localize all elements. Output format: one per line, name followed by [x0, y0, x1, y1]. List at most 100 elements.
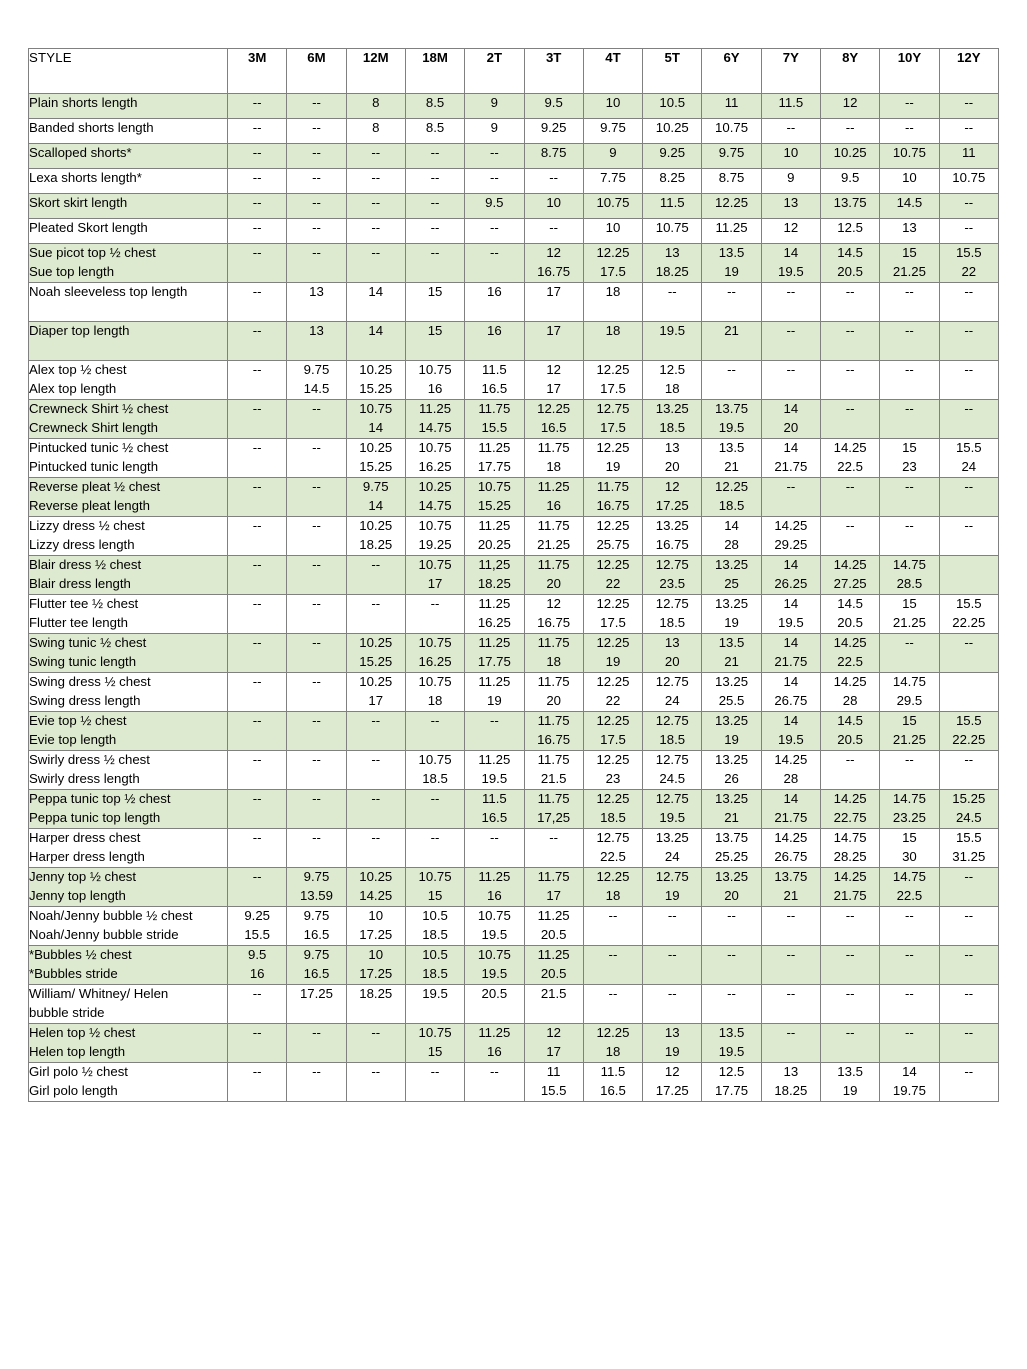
measurement-cell: 10.25 15.25: [345, 438, 406, 478]
measurement-cell: --: [345, 789, 406, 829]
measurement-cell: 9: [464, 93, 525, 119]
table-row: Blair dress ½ chest Blair dress length --…: [27, 555, 1000, 595]
measurement-cell: 14.25 29.25: [760, 516, 821, 556]
measurement-cell: 10.75 19.25: [404, 516, 466, 556]
measurement-cell: 15.5 24: [938, 438, 1000, 478]
measurement-cell: --: [227, 828, 288, 868]
measurement-cell: 9.75 13.59: [286, 867, 347, 907]
row-label: Helen top ½ chest Helen top length: [27, 1023, 229, 1063]
table-row: Evie top ½ chest Evie top length -- -- -- --…: [27, 711, 1000, 751]
row-label: Alex top ½ chest Alex top length: [27, 360, 229, 400]
measurement-cell: 10.75 19.5: [464, 945, 525, 985]
measurement-cell: 12.75 19.5: [642, 789, 703, 829]
row-label: Pleated Skort length: [27, 218, 229, 244]
measurement-cell: 13.25 16.75: [642, 516, 703, 556]
table-row: Peppa tunic top ½ chest Peppa tunic top …: [27, 789, 1000, 829]
measurement-cell: --: [286, 399, 347, 439]
column-header-12y: 12Y: [938, 48, 1000, 94]
table-row: Swing tunic ½ chest Swing tunic length --…: [27, 633, 1000, 673]
measurement-cell: --: [227, 218, 288, 244]
measurement-cell: --: [819, 118, 881, 144]
measurement-cell: 19.5: [642, 321, 703, 361]
measurement-cell: 11.25: [701, 218, 762, 244]
measurement-cell: --: [345, 1023, 406, 1063]
table-row: Harper dress chest Harper dress length --…: [27, 828, 1000, 868]
row-label: *Bubbles ½ chest *Bubbles stride: [27, 945, 229, 985]
measurement-cell: 9.25: [642, 143, 703, 169]
measurement-cell: 9.25: [523, 118, 584, 144]
row-label: Noah sleeveless top length: [27, 282, 229, 322]
measurement-cell: 8.75: [701, 168, 762, 194]
measurement-cell: 10.5: [642, 93, 703, 119]
measurement-cell: 12 17: [523, 360, 584, 400]
row-label: Harper dress chest Harper dress length: [27, 828, 229, 868]
measurement-cell: 13.25 26: [701, 750, 762, 790]
measurement-cell: 14 28: [701, 516, 762, 556]
measurement-cell: --: [286, 789, 347, 829]
measurement-cell: 11.25 19.5: [464, 750, 525, 790]
measurement-cell: 12.25 25.75: [582, 516, 644, 556]
measurement-cell: 15.5 22.25: [938, 711, 1000, 751]
column-header-2t: 2T: [464, 48, 525, 94]
table-row: Lizzy dress ½ chest Lizzy dress length --…: [27, 516, 1000, 556]
measurement-cell: 12.5 18: [642, 360, 703, 400]
measurement-cell: 15: [404, 282, 466, 322]
measurement-cell: --: [227, 193, 288, 219]
measurement-cell: 12.25 18.5: [582, 789, 644, 829]
measurement-cell: 12 16.75: [523, 594, 584, 634]
measurement-cell: --: [227, 438, 288, 478]
measurement-cell: --: [582, 984, 644, 1024]
measurement-cell: 15.5 31.25: [938, 828, 1000, 868]
measurement-cell: 14: [345, 282, 406, 322]
measurement-cell: 17: [523, 321, 584, 361]
measurement-cell: 10: [582, 218, 644, 244]
measurement-cell: --: [464, 243, 525, 283]
measurement-cell: 14.25 22.5: [819, 438, 881, 478]
table-row: Jenny top ½ chest Jenny top length -- 9.75…: [27, 867, 1000, 907]
measurement-cell: --: [879, 282, 940, 322]
measurement-cell: --: [760, 477, 821, 517]
measurement-cell: --: [938, 193, 1000, 219]
measurement-cell: 13 19: [642, 1023, 703, 1063]
measurement-cell: 12.25 17.5: [582, 360, 644, 400]
row-label: Pintucked tunic ½ chest Pintucked tunic …: [27, 438, 229, 478]
measurement-cell: 13.5 19: [701, 243, 762, 283]
measurement-cell: --: [523, 168, 584, 194]
column-header-6m: 6M: [286, 48, 347, 94]
measurement-cell: --: [227, 168, 288, 194]
measurement-cell: 13.25 19: [701, 594, 762, 634]
measurement-cell: --: [464, 218, 525, 244]
measurement-cell: --: [938, 945, 1000, 985]
measurement-cell: --: [404, 168, 466, 194]
table-row: Scalloped shorts* -- -- -- -- -- 8.75 9 9.25 9.75…: [27, 143, 1000, 169]
measurement-cell: 9.5: [523, 93, 584, 119]
measurement-cell: --: [286, 750, 347, 790]
measurement-cell: 11.75 17,25: [523, 789, 584, 829]
measurement-cell: --: [879, 945, 940, 985]
measurement-cell: 8.5: [404, 118, 466, 144]
measurement-cell: --: [642, 984, 703, 1024]
measurement-cell: --: [760, 282, 821, 322]
measurement-cell: --: [819, 477, 881, 517]
measurement-cell: 16: [464, 321, 525, 361]
measurement-cell: --: [523, 218, 584, 244]
measurement-cell: 10: [879, 168, 940, 194]
measurement-cell: --: [345, 168, 406, 194]
measurement-cell: 10.25 14.75: [404, 477, 466, 517]
measurement-cell: [938, 555, 1000, 595]
measurement-cell: 12 17: [523, 1023, 584, 1063]
measurement-cell: --: [345, 750, 406, 790]
measurement-cell: --: [286, 193, 347, 219]
measurement-cell: --: [286, 672, 347, 712]
measurement-cell: --: [345, 218, 406, 244]
measurement-cell: 12.25 19: [582, 438, 644, 478]
table-row: Diaper top length -- 13 14 15 16 17 18 19.5 21 -- -…: [27, 321, 1000, 361]
measurement-cell: --: [879, 399, 940, 439]
measurement-cell: 10.25 14.25: [345, 867, 406, 907]
measurement-cell: 18: [582, 282, 644, 322]
measurement-cell: 12.25 23: [582, 750, 644, 790]
measurement-cell: 12.25 22: [582, 672, 644, 712]
measurement-cell: 11.5 16.5: [464, 789, 525, 829]
measurement-cell: 18: [582, 321, 644, 361]
measurement-cell: 13 20: [642, 438, 703, 478]
